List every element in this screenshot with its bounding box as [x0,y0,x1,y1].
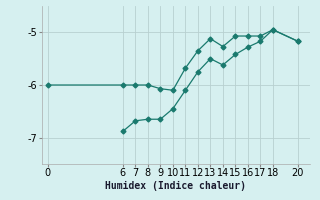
X-axis label: Humidex (Indice chaleur): Humidex (Indice chaleur) [106,181,246,191]
